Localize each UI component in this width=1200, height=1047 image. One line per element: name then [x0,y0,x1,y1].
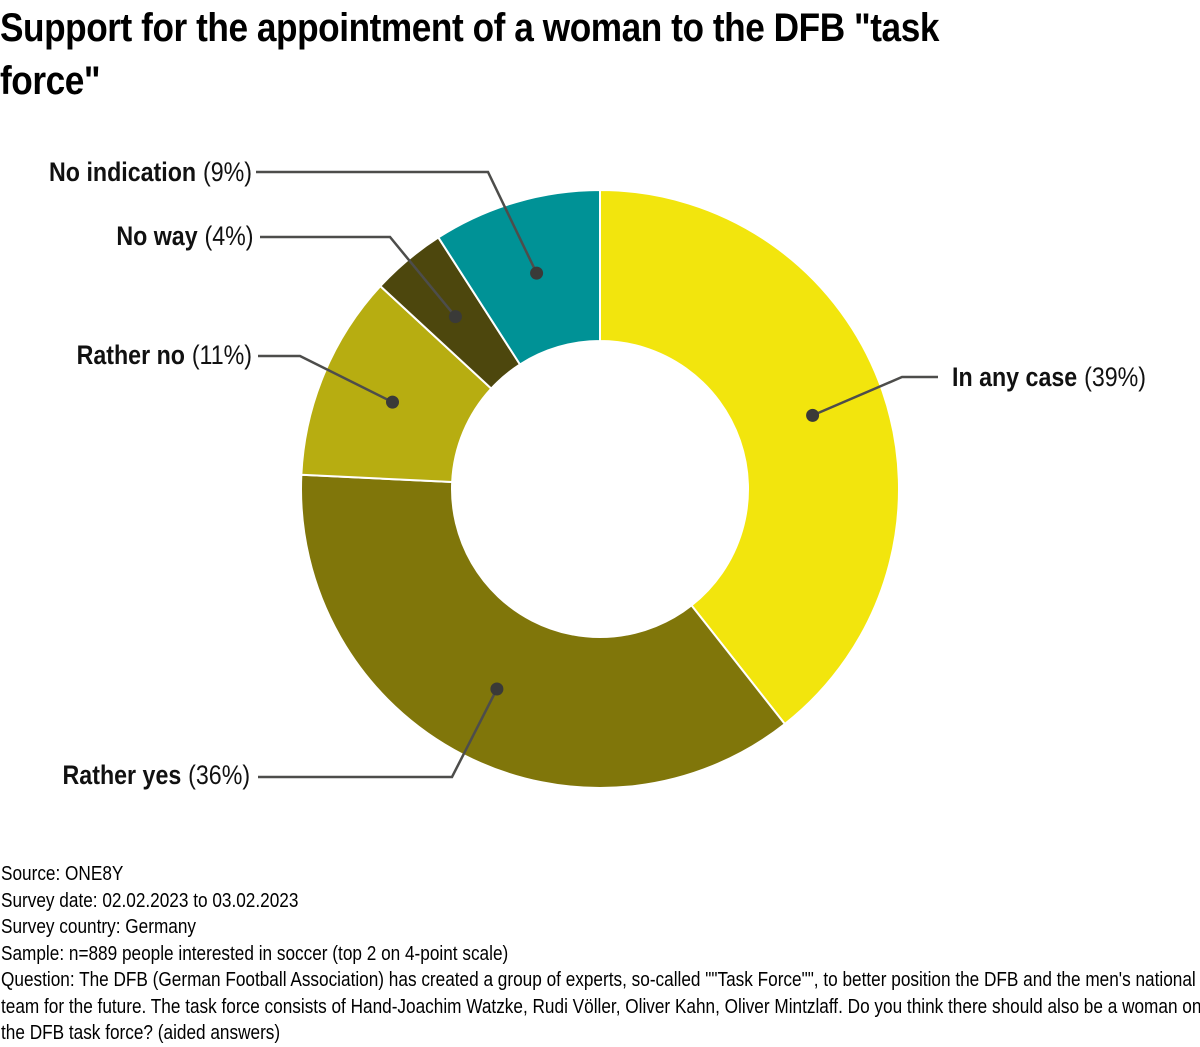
leader-dot-no-way [448,310,462,324]
slice-label-rather-no-text: Rather no [76,340,185,370]
slice-label-rather-yes-pct: (36%) [188,760,250,790]
slice-label-no-indication-text: No indication [49,157,197,187]
slice-in-any-case [599,189,901,726]
slice-label-rather-yes-text: Rather yes [62,760,182,790]
page-title-line-2: force" [0,59,101,103]
slice-label-no-way: No way (4%) [117,219,254,253]
slice-label-no-way-pct: (4%) [204,221,254,251]
leader-dot-in-any-case [806,408,820,422]
leader-line-in-any-case [812,375,938,417]
slice-label-rather-no: Rather no (11%) [77,338,252,372]
slice-rather-yes [300,473,786,789]
leader-line-no-way [260,235,457,318]
footer-question: Question: The DFB (German Football Assoc… [1,969,1200,1044]
footer-sample: Sample: n=889 people interested in socce… [1,942,509,965]
leader-line-rather-no [258,354,394,404]
leader-dot-rather-no [386,395,399,409]
slice-label-rather-yes: Rather yes (36%) [62,758,250,792]
slice-label-no-way-text: No way [116,221,199,251]
footer-source: Source: ONE8Y [1,863,124,885]
footer-survey-date: Survey date: 02.02.2023 to 03.02.2023 [1,889,299,912]
leader-line-rather-yes [258,688,499,779]
slice-label-no-indication-pct: (9%) [202,157,252,187]
slice-label-no-indication: No indication (9%) [49,155,252,189]
slice-label-in-any-case-text: In any case [952,362,1078,392]
footer-notes: Source: ONE8Y Survey date: 02.02.2023 to… [1,861,1200,1047]
slice-label-rather-no-pct: (11%) [191,340,252,370]
leader-line-no-indication [256,170,538,274]
footer-survey-country: Survey country: Germany [1,916,197,938]
slice-label-in-any-case: In any case (39%) [952,360,1146,394]
slice-no-indication [437,189,601,366]
leader-dot-rather-yes [490,682,504,696]
leader-dot-no-indication [530,266,544,280]
slice-label-in-any-case-pct: (39%) [1084,362,1147,392]
page-title: Support for the appointment of a woman t… [0,2,1067,108]
page-title-line-1: Support for the appointment of a woman t… [0,6,939,50]
